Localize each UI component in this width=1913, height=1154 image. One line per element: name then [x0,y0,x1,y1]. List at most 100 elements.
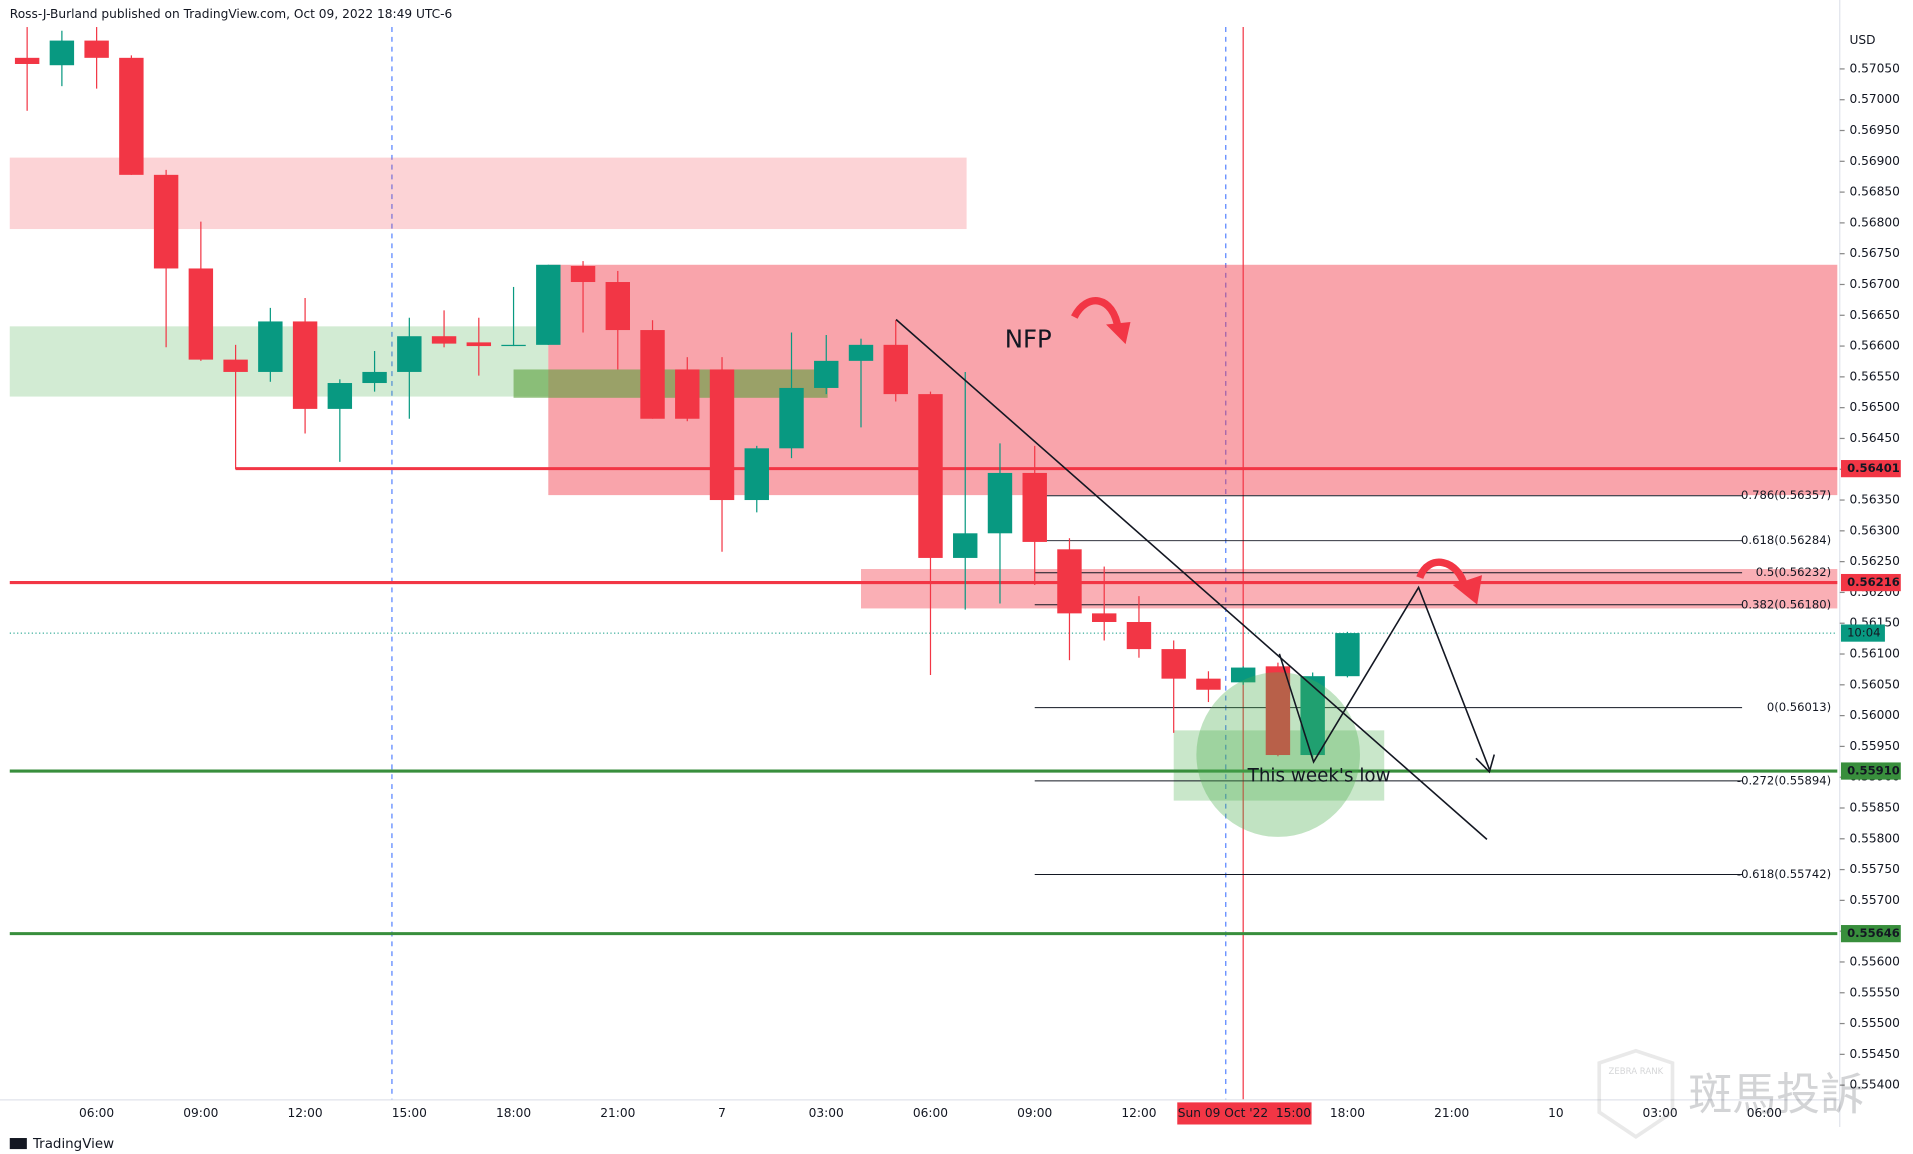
x-tick-label: 18:00 [1330,1106,1365,1120]
projection-path [1278,585,1491,770]
candle-body [1335,633,1360,677]
price-tag-label: 0.56401 [1847,461,1900,475]
watermark-sub: ZEBRA RANK [1609,1067,1664,1077]
footer-logo [9,1138,27,1150]
y-tick-label: 0.55550 [1850,985,1900,999]
price-tag-label: 0.56216 [1847,575,1900,589]
candle-body [501,344,526,347]
countdown-label: 10:04 [1847,626,1880,640]
y-tick-label: 0.55400 [1850,1078,1900,1092]
zone [860,569,1838,609]
candle-body [292,321,318,409]
y-tick-label: 0.56250 [1850,554,1900,568]
y-tick-label: 0.57000 [1850,92,1900,106]
background-layer [9,27,1838,1100]
y-tick-label: 0.57050 [1850,61,1900,75]
candle-body [188,268,214,360]
y-tick-label: 0.55600 [1850,954,1900,968]
candle-body [1126,621,1152,650]
x-tick-label: 09:00 [183,1106,218,1120]
candle-body [640,330,665,419]
candle-body [675,369,700,419]
candle-body [848,344,874,361]
y-tick-label: 0.56950 [1850,123,1900,137]
candle-body [223,359,248,372]
candle-body [1265,666,1291,756]
fib-label: 0.618(0.56284) [1741,533,1831,547]
fib-label: -0.618(0.55742) [1737,867,1831,881]
crosshair-tag [1177,1102,1312,1125]
y-tick-label: 0.56450 [1850,431,1900,445]
y-tick-label: 0.56600 [1850,339,1900,353]
candle-body [987,472,1013,534]
x-tick-label: 21:00 [1434,1106,1469,1120]
zone [9,157,967,230]
y-tick-label: 0.55750 [1850,862,1900,876]
y-tick-label: 0.56550 [1850,369,1900,383]
y-tick-label: 0.56750 [1850,246,1900,260]
candle-body [883,344,908,395]
arrow-head [1452,575,1483,605]
price-tag-label: 0.55910 [1847,764,1900,778]
fib-label: 0.786(0.56357) [1741,488,1831,502]
fib-label: 0(0.56013) [1767,700,1831,714]
candle-body [327,383,353,409]
currency: USD [1850,33,1876,47]
candle-body [14,57,40,64]
candle-body [1022,472,1047,542]
y-tick-label: 0.55700 [1850,893,1900,907]
candle-body [1230,667,1256,683]
y-tick-label: 0.56350 [1850,493,1900,507]
fib-label: -0.272(0.55894) [1737,773,1831,787]
crosshair-label: Sun 09 Oct '22 15:00 [1178,1106,1311,1120]
candle-body [431,336,457,344]
x-tick-label: 7 [718,1106,726,1120]
y-tick-label: 0.56050 [1850,677,1900,691]
fib-label: 0.382(0.56180) [1741,597,1831,611]
x-tick-label: 09:00 [1017,1106,1052,1120]
y-tick-label: 0.56800 [1850,215,1900,229]
axis-layer: 0.55400 0.55450 0.55500 0.55550 0.55600 0.556… [0,0,1901,1127]
y-tick-label: 0.55850 [1850,800,1900,814]
candle-body [779,387,804,449]
candle-body [84,40,109,58]
candle-body [744,448,769,501]
x-tick-label: 12:00 [1121,1106,1156,1120]
candle-body [397,336,422,372]
candle-body [153,174,179,269]
y-tick-label: 0.56700 [1850,277,1900,291]
arrow-head [1475,754,1496,774]
y-tick-label: 0.55500 [1850,1016,1900,1030]
y-tick-label: 0.56300 [1850,523,1900,537]
countdown-tag [1840,624,1885,642]
header: Ross-J-Burland published on TradingView.… [10,7,453,21]
candle-body [814,360,839,388]
x-tick-label: 18:00 [496,1106,531,1120]
x-tick-label: 03:00 [809,1106,844,1120]
candle-body [918,394,943,558]
annotation: NFP [1005,324,1052,353]
watermark-shield [1597,1048,1675,1140]
candle-body [953,533,978,558]
y-tick-label: 0.56100 [1850,646,1900,660]
candle-body [536,264,561,345]
x-tick-label: 10 [1548,1106,1564,1120]
candle-body [258,321,283,372]
y-tick-label: 0.56850 [1850,185,1900,199]
candle-body [1161,649,1186,679]
watermark-brand: 斑馬投訴 [1688,1069,1864,1120]
candle-body [605,282,630,331]
y-tick-label: 0.55450 [1850,1047,1900,1061]
x-tick-label: 12:00 [288,1106,323,1120]
candle-body [119,57,144,175]
price-tag [1840,762,1901,780]
candle-body [1300,676,1325,756]
candle-body [1057,549,1082,614]
fib-label: 0.5(0.56232) [1756,565,1831,579]
y-tick-label: 0.56500 [1850,400,1900,414]
x-tick-label: 03:00 [1643,1106,1678,1120]
y-tick-label: 0.55950 [1850,739,1900,753]
footer: TradingView [32,1136,114,1152]
price-tag [1840,925,1901,943]
